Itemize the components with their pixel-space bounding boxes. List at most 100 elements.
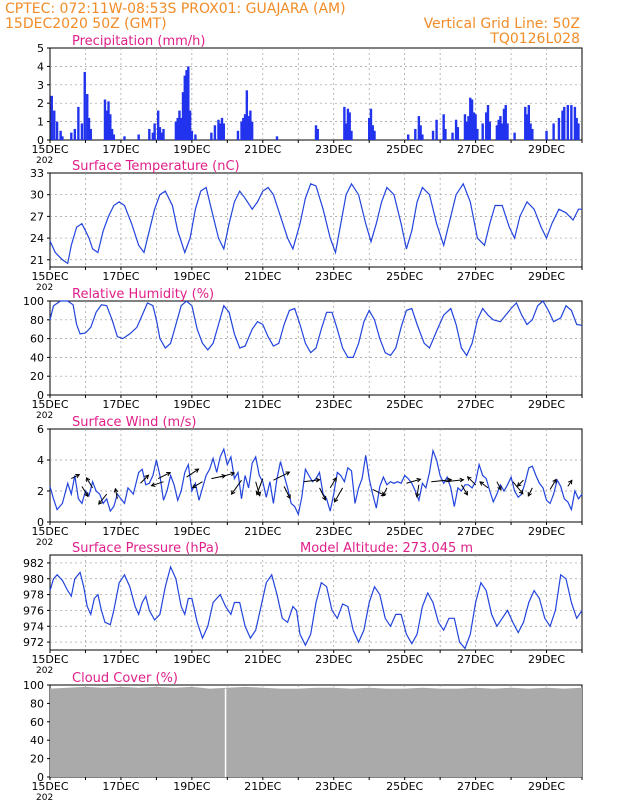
precip-bar <box>563 106 566 140</box>
precip-bar <box>414 128 417 140</box>
y-tick-label: 20 <box>30 753 44 766</box>
y-tick-label: 980 <box>23 573 44 586</box>
wind-arrowhead <box>466 476 472 481</box>
precip-bar <box>220 117 224 140</box>
x-tick-label: 21DEC <box>244 780 281 793</box>
precip-bar <box>369 108 373 140</box>
precip-bar <box>368 117 371 140</box>
y-tick-label: 5 <box>37 42 44 55</box>
precip-bar <box>470 99 474 140</box>
precip-bar <box>70 132 73 140</box>
x-tick-label: 23DEC <box>315 653 352 666</box>
year-label: 202 <box>36 283 53 293</box>
plot-frame <box>49 554 583 651</box>
precip-bar <box>180 117 183 140</box>
wind-vector <box>140 474 149 484</box>
precip-bar <box>431 130 435 140</box>
precip-bar <box>89 128 92 140</box>
x-tick-label: 19DEC <box>173 143 210 156</box>
y-tick-label: 4 <box>37 60 44 73</box>
precip-bar <box>350 130 353 140</box>
y-tick-label: 80 <box>30 697 44 710</box>
x-tick-label: 19DEC <box>173 525 210 538</box>
year-label: 202 <box>36 156 53 166</box>
x-tick-label: 21DEC <box>244 143 281 156</box>
wind-arrowhead <box>382 491 387 497</box>
precip-bar <box>525 114 529 140</box>
x-tick-label: 21DEC <box>244 653 281 666</box>
precip-bar <box>454 119 458 140</box>
precip-bar <box>316 128 319 140</box>
x-tick-label: 17DEC <box>102 653 139 666</box>
precip-bar <box>513 132 516 140</box>
precip-bar <box>343 106 346 140</box>
precip-bar <box>529 123 532 140</box>
precip-bar <box>442 114 445 140</box>
precip-bar <box>103 99 107 140</box>
precip-bar <box>495 125 499 140</box>
wind-vector <box>114 488 118 499</box>
precip-bar <box>501 123 504 140</box>
x-tick-label: 19DEC <box>173 270 210 283</box>
y-tick-label: 30 <box>30 189 44 202</box>
model-code: TQ0126L028 <box>490 31 580 47</box>
wind-arrowhead <box>416 477 422 483</box>
precip-bar <box>156 110 160 140</box>
plot-frame <box>49 428 583 523</box>
precip-bar <box>476 128 479 140</box>
y-tick-label: 974 <box>23 620 44 633</box>
precip-bar <box>219 123 222 140</box>
x-tick-label: 25DEC <box>386 780 423 793</box>
x-tick-label: 15DEC <box>31 780 68 793</box>
wind-vector <box>273 471 290 481</box>
x-tick-label: 25DEC <box>386 398 423 411</box>
x-tick-label: 27DEC <box>457 525 494 538</box>
precip-bar <box>50 95 53 140</box>
precip-bar <box>217 119 220 140</box>
precip-bar <box>158 127 162 140</box>
wind-arrowhead <box>415 492 420 498</box>
precip-bar <box>467 116 470 140</box>
wind-vector <box>517 479 524 487</box>
wind-vector <box>329 477 337 489</box>
precip-bar <box>59 130 62 140</box>
y-tick-label: 40 <box>30 734 44 747</box>
grid-line-info: Vertical Grid Line: 50Z <box>423 16 580 32</box>
y-tick-label: 21 <box>30 254 44 267</box>
x-tick-label: 17DEC <box>102 398 139 411</box>
precip-bar <box>249 110 252 140</box>
panel-title: Surface Wind (m/s) <box>72 415 196 430</box>
precip-bar <box>421 134 424 140</box>
wind-vector <box>256 478 264 495</box>
precip-bar <box>486 105 490 140</box>
wind-arrowhead <box>479 481 485 486</box>
x-tick-label: 29DEC <box>528 525 565 538</box>
wind-vector <box>406 478 421 484</box>
precip-bar <box>151 132 155 140</box>
y-tick-label: 3 <box>37 79 44 92</box>
precip-bar <box>566 105 570 140</box>
precip-bar <box>348 112 351 140</box>
precip-bar <box>176 117 179 140</box>
x-tick-label: 17DEC <box>102 525 139 538</box>
year-label: 202 <box>36 793 53 800</box>
precip-bar <box>148 128 151 140</box>
wind-arrowhead <box>516 482 522 487</box>
wind-vector <box>527 487 533 497</box>
precip-bar <box>557 117 561 140</box>
wind-vector <box>460 484 468 496</box>
wind-vector <box>220 472 235 478</box>
precip-bar <box>236 130 240 140</box>
precip-bar <box>561 110 564 140</box>
precip-bar <box>504 105 507 140</box>
precip-bar <box>73 128 77 140</box>
precip-bar <box>451 132 454 140</box>
precip-bar <box>570 105 573 140</box>
precip-bar <box>77 106 80 140</box>
x-tick-label: 27DEC <box>457 143 494 156</box>
y-tick-label: 2 <box>37 485 44 498</box>
wind-arrowhead <box>463 490 468 496</box>
wind-arrowhead <box>552 478 557 484</box>
precip-bar <box>181 92 185 140</box>
wind-vector <box>431 479 452 483</box>
